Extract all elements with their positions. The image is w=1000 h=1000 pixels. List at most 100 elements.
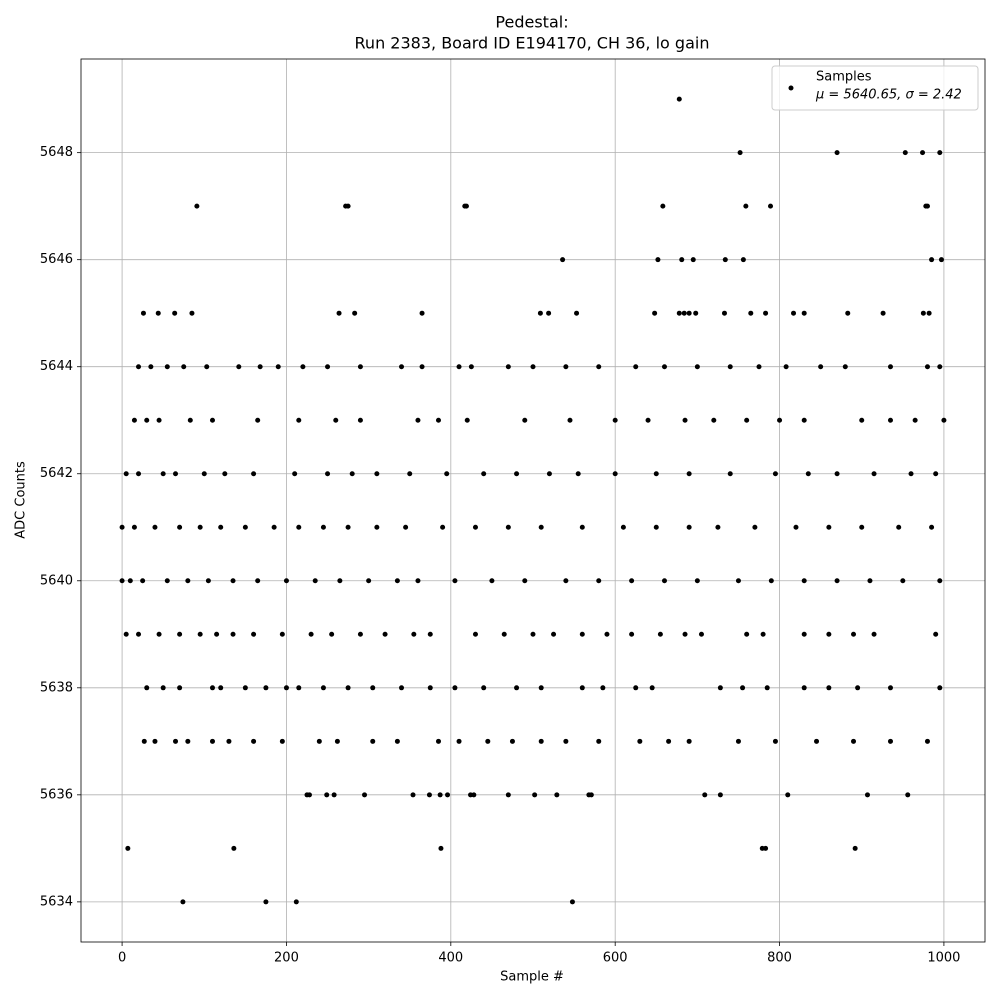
data-point (242, 524, 248, 530)
data-point (226, 738, 232, 744)
data-point (563, 578, 569, 584)
x-tick-label: 0 (118, 951, 126, 966)
data-point (575, 471, 581, 477)
data-point (180, 899, 186, 905)
data-point (845, 310, 851, 316)
data-point (394, 738, 400, 744)
data-point (563, 738, 569, 744)
data-point (569, 899, 575, 905)
data-point (218, 685, 224, 691)
data-point (481, 471, 487, 477)
data-point (735, 738, 741, 744)
data-point (468, 364, 474, 370)
legend-marker (788, 85, 794, 91)
data-point (532, 792, 538, 798)
data-point (768, 203, 774, 209)
data-point (805, 471, 811, 477)
data-point (173, 738, 179, 744)
data-point (744, 631, 750, 637)
data-point (123, 631, 129, 637)
chart-title: Pedestal: (495, 13, 568, 32)
data-point (152, 738, 158, 744)
data-point (255, 417, 261, 423)
data-point (349, 471, 355, 477)
data-point (452, 578, 458, 584)
data-point (181, 364, 187, 370)
data-point (588, 792, 594, 798)
data-point (177, 524, 183, 530)
data-point (887, 364, 893, 370)
x-tick-label: 1000 (927, 951, 960, 966)
data-point (251, 631, 257, 637)
data-point (320, 524, 326, 530)
data-point (682, 631, 688, 637)
data-point (752, 524, 758, 530)
data-point (686, 310, 692, 316)
y-tick-label: 5634 (40, 894, 73, 909)
data-point (864, 792, 870, 798)
data-point (279, 738, 285, 744)
data-point (834, 150, 840, 156)
data-point (197, 524, 203, 530)
data-point (189, 310, 195, 316)
data-point (177, 631, 183, 637)
data-point (859, 417, 865, 423)
data-point (871, 631, 877, 637)
data-point (772, 471, 778, 477)
data-point (842, 364, 848, 370)
data-point (489, 578, 495, 584)
data-point (722, 257, 728, 263)
data-point (123, 471, 129, 477)
x-axis-label: Sample # (500, 970, 564, 985)
data-point (329, 631, 335, 637)
data-point (929, 524, 935, 530)
data-point (941, 417, 947, 423)
data-point (567, 417, 573, 423)
data-point (411, 631, 417, 637)
data-point (136, 364, 142, 370)
data-point (834, 471, 840, 477)
data-point (693, 310, 699, 316)
data-point (410, 792, 416, 798)
data-point (505, 364, 511, 370)
data-point (826, 524, 832, 530)
data-point (702, 792, 708, 798)
data-point (481, 685, 487, 691)
data-point (463, 203, 469, 209)
data-point (538, 685, 544, 691)
data-point (649, 685, 655, 691)
data-point (148, 364, 154, 370)
data-point (336, 310, 342, 316)
data-point (711, 417, 717, 423)
data-point (415, 417, 421, 423)
data-point (896, 524, 902, 530)
data-point (136, 471, 142, 477)
data-point (204, 364, 210, 370)
data-point (721, 310, 727, 316)
data-point (851, 738, 857, 744)
data-point (141, 738, 147, 744)
data-point (772, 738, 778, 744)
data-point (119, 524, 125, 530)
data-point (661, 578, 667, 584)
data-point (185, 738, 191, 744)
data-point (333, 417, 339, 423)
data-point (312, 578, 318, 584)
data-point (263, 899, 269, 905)
data-point (880, 310, 886, 316)
data-point (263, 685, 269, 691)
data-point (209, 417, 215, 423)
data-point (173, 471, 179, 477)
data-point (440, 524, 446, 530)
data-point (275, 364, 281, 370)
data-point (563, 364, 569, 370)
data-point (653, 524, 659, 530)
data-point (920, 310, 926, 316)
data-point (560, 257, 566, 263)
data-point (194, 203, 200, 209)
data-point (140, 310, 146, 316)
data-point (924, 364, 930, 370)
data-point (160, 685, 166, 691)
data-point (296, 685, 302, 691)
data-point (452, 685, 458, 691)
